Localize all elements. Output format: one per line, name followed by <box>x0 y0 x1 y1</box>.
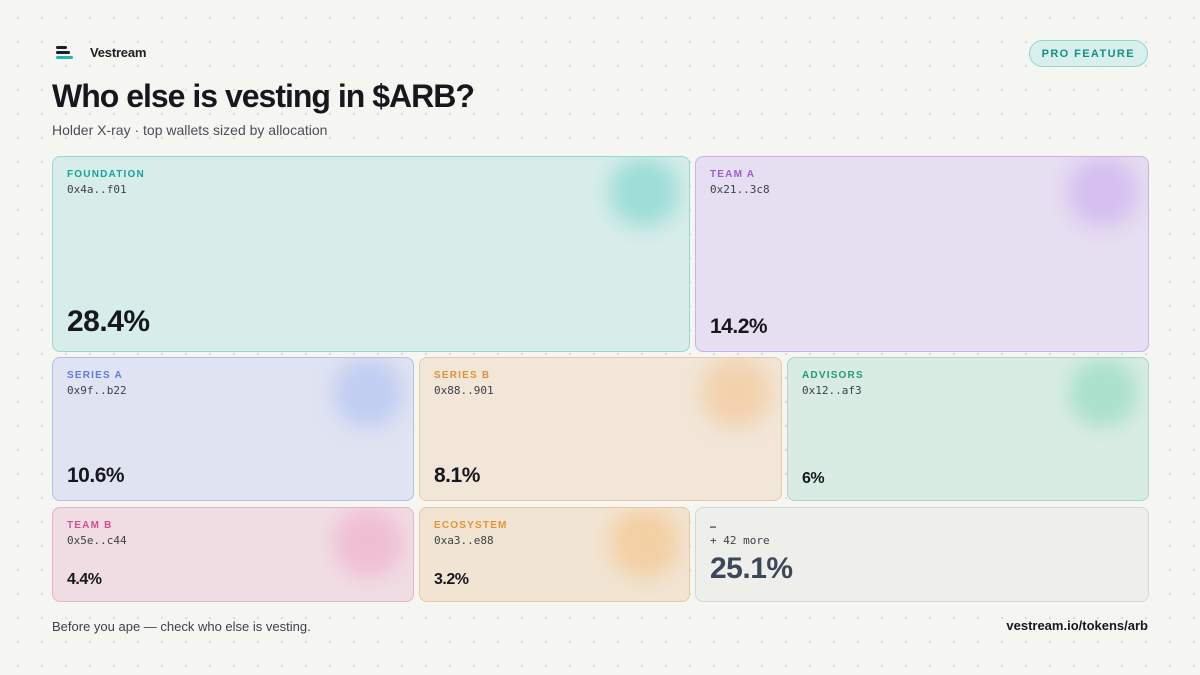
holder-percent: 28.4% <box>67 305 150 338</box>
others-count: + 42 more <box>710 534 770 547</box>
holder-address: 0x12..af3 <box>802 384 862 397</box>
holder-percent: 6% <box>802 470 825 487</box>
holder-address: 0x88..901 <box>434 384 494 397</box>
pro-feature-badge: PRO FEATURE <box>1028 40 1148 67</box>
holder-tile-others[interactable]: … + 42 more 25.1% <box>695 507 1149 602</box>
holder-address: 0x4a..f01 <box>67 183 127 196</box>
holder-percent: 8.1% <box>434 464 480 487</box>
holder-tile-foundation[interactable]: FOUNDATION 0x4a..f01 28.4% <box>52 156 690 352</box>
holder-percent: 10.6% <box>67 464 125 487</box>
holder-tile-team-a[interactable]: TEAM A 0x21..3c8 14.2% <box>695 156 1149 352</box>
holder-label: FOUNDATION <box>67 169 145 180</box>
page-title: Who else is vesting in $ARB? <box>52 78 475 114</box>
holder-label: TEAM A <box>710 169 756 180</box>
page-subtitle: Holder X-ray · top wallets sized by allo… <box>52 122 328 138</box>
holder-label: SERIES A <box>67 370 123 381</box>
holder-tile-ecosystem[interactable]: ECOSYSTEM 0xa3..e88 3.2% <box>419 507 690 602</box>
holder-address: 0xa3..e88 <box>434 534 494 547</box>
holder-tile-series-b[interactable]: SERIES B 0x88..901 8.1% <box>419 357 782 501</box>
holder-label: TEAM B <box>67 520 113 531</box>
holder-percent: 4.4% <box>67 571 102 588</box>
others-percent: 25.1% <box>710 552 793 585</box>
holder-percent: 14.2% <box>710 315 768 338</box>
holder-address: 0x5e..c44 <box>67 534 127 547</box>
holder-tile-team-b[interactable]: TEAM B 0x5e..c44 4.4% <box>52 507 414 602</box>
holder-percent: 3.2% <box>434 571 469 588</box>
holder-tile-advisors[interactable]: ADVISORS 0x12..af3 6% <box>787 357 1149 501</box>
holder-tile-series-a[interactable]: SERIES A 0x9f..b22 10.6% <box>52 357 414 501</box>
holder-label: ECOSYSTEM <box>434 520 508 531</box>
holder-address: 0x21..3c8 <box>710 183 770 196</box>
others-label: … <box>710 520 717 531</box>
footer-note: Before you ape — check who else is vesti… <box>52 619 311 634</box>
holder-label: SERIES B <box>434 370 491 381</box>
brand[interactable]: Vestream <box>56 44 146 60</box>
brand-name: Vestream <box>90 44 147 60</box>
holder-label: ADVISORS <box>802 370 864 381</box>
holder-address: 0x9f..b22 <box>67 384 127 397</box>
stacked-bars-icon <box>56 44 76 60</box>
footer-url-link[interactable]: vestream.io/tokens/arb <box>1006 618 1148 633</box>
